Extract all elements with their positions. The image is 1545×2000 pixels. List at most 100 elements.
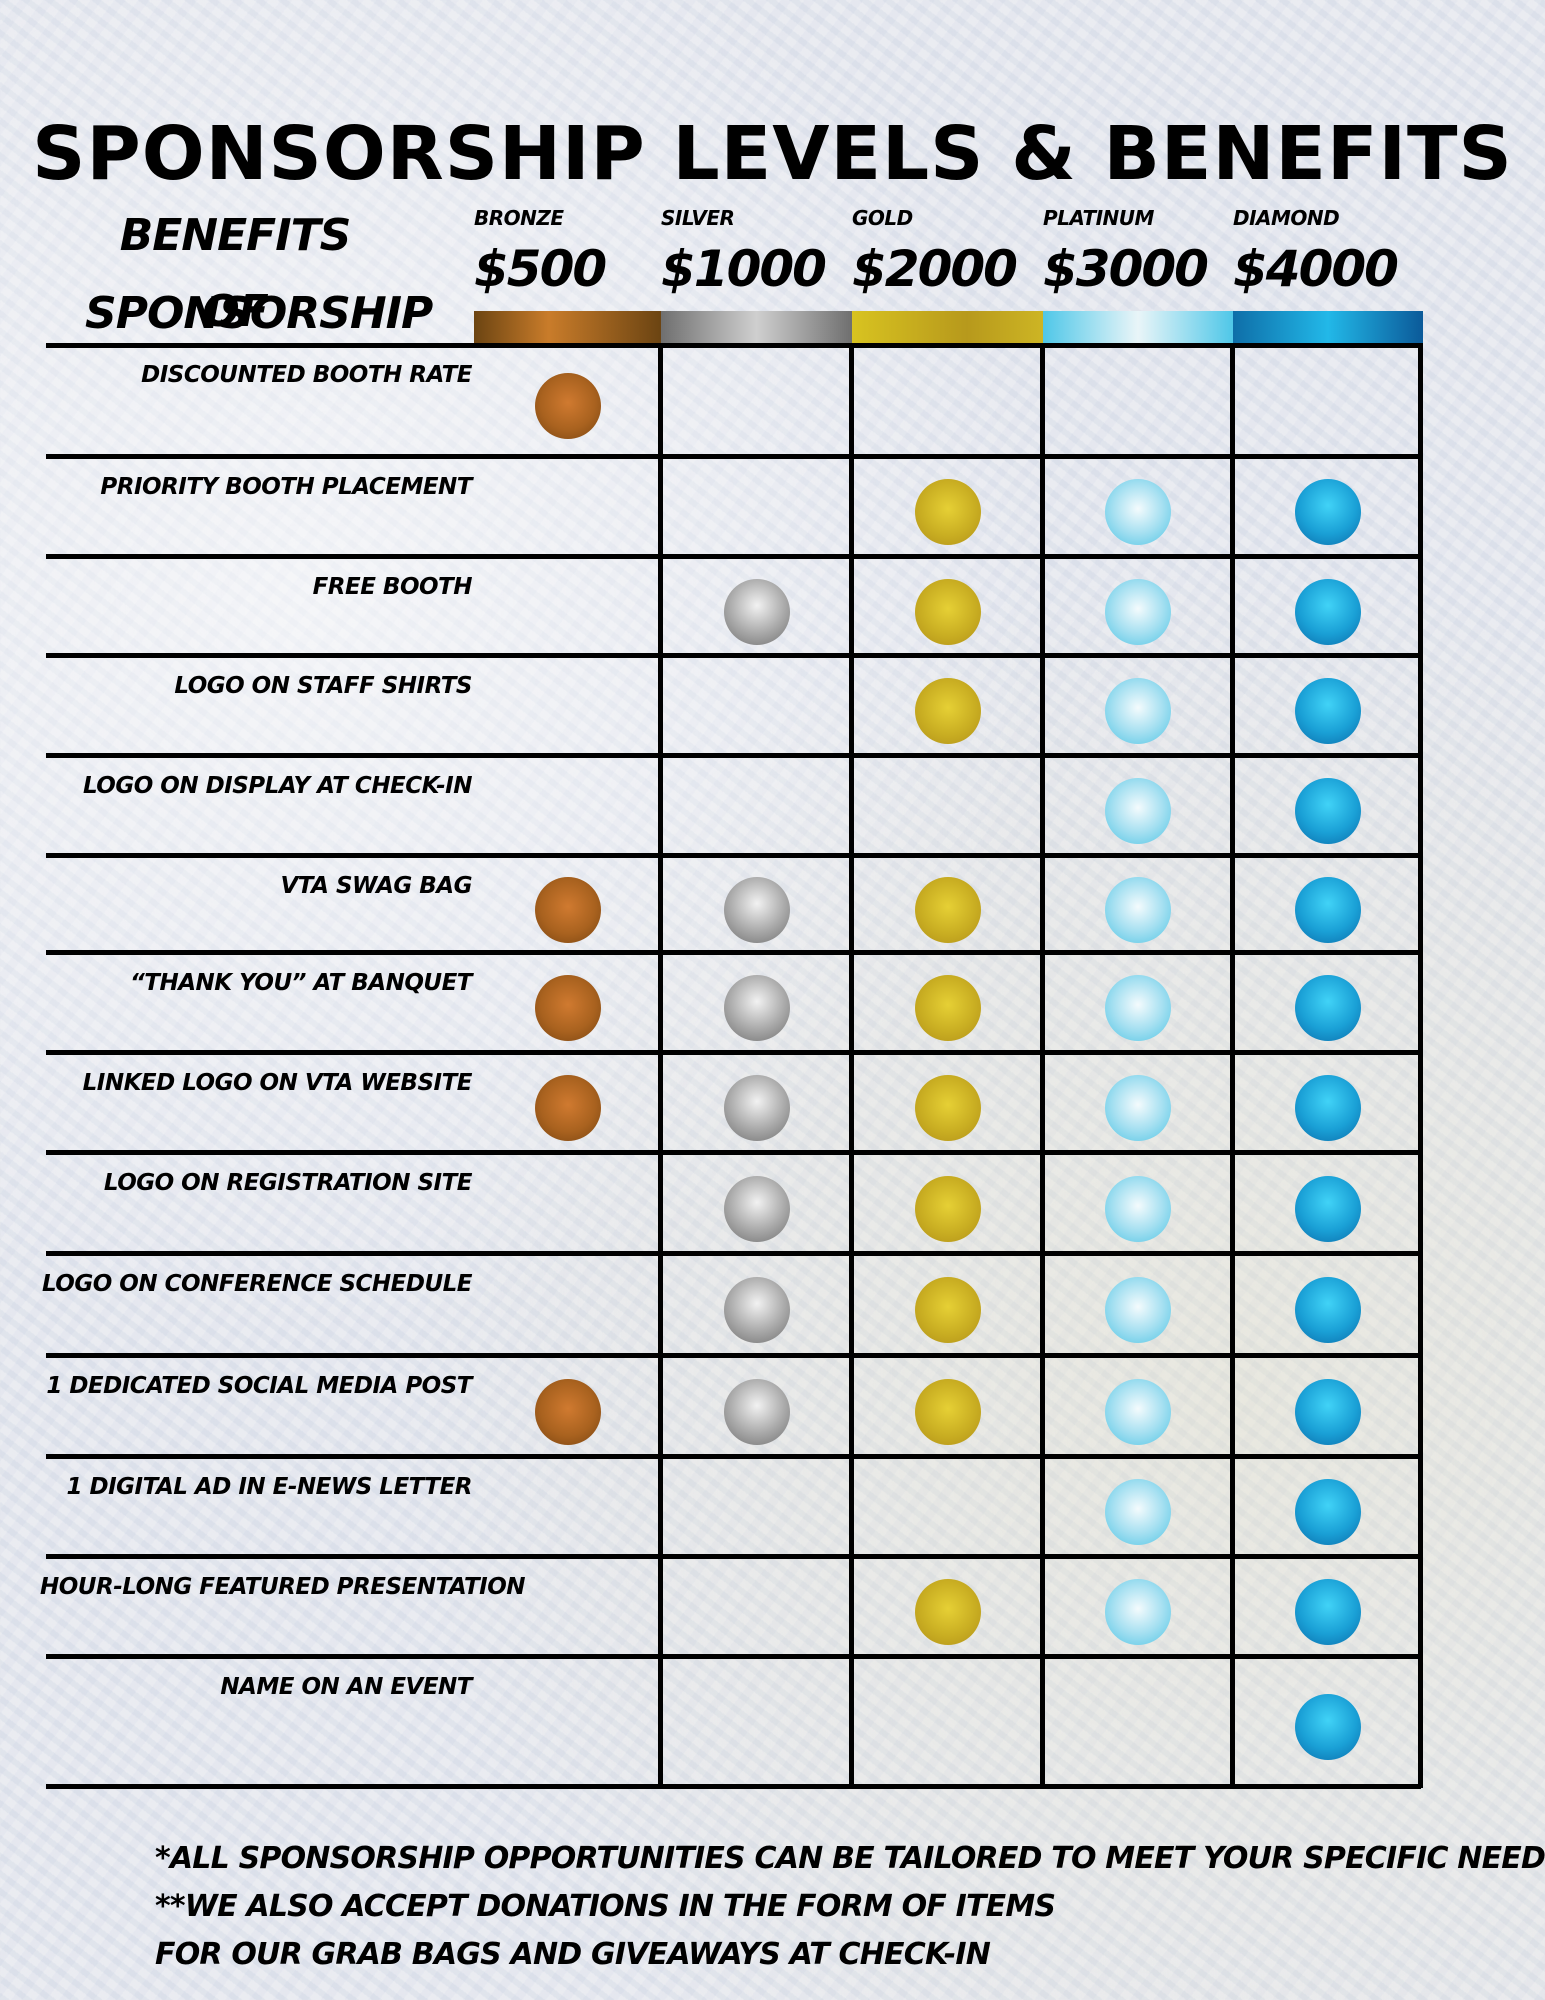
benefit-label: LINKED LOGO ON VTA WEBSITE — [82, 1070, 473, 1096]
included-dot-gold — [914, 578, 981, 645]
grid-row-divider — [46, 1554, 1421, 1559]
grid-row-divider — [46, 853, 1421, 858]
grid-column-divider — [658, 343, 663, 1788]
grid-row-divider — [46, 753, 1421, 758]
included-dot-gold — [914, 1277, 981, 1343]
benefit-label: 1 DEDICATED SOCIAL MEDIA POST — [46, 1373, 472, 1399]
benefit-label: LOGO ON DISPLAY AT CHECK-IN — [82, 773, 473, 799]
included-dot-gold — [914, 1075, 981, 1141]
benefit-label: LOGO ON STAFF SHIRTS — [174, 673, 472, 699]
included-dot-diamond — [1295, 778, 1361, 844]
grid-column-divider — [1040, 343, 1045, 1788]
included-dot-gold — [914, 975, 981, 1041]
included-dot-platinum — [1105, 479, 1171, 545]
level-name-diamond: DIAMOND — [1233, 206, 1340, 230]
included-dot-platinum — [1105, 1277, 1171, 1343]
included-dot-platinum — [1105, 578, 1171, 645]
included-dot-diamond — [1295, 678, 1361, 744]
level-name-bronze: BRONZE — [474, 206, 564, 230]
included-dot-platinum — [1105, 778, 1171, 844]
benefit-label: HOUR-LONG FEATURED PRESENTATION — [40, 1574, 526, 1600]
included-dot-diamond — [1295, 1579, 1361, 1645]
benefit-label: LOGO ON REGISTRATION SITE — [103, 1170, 473, 1196]
included-dot-silver — [723, 1277, 790, 1343]
benefit-label: NAME ON AN EVENT — [220, 1674, 472, 1700]
included-dot-gold — [914, 678, 981, 744]
included-dot-gold — [914, 1579, 981, 1645]
grid-row-divider — [46, 454, 1421, 459]
level-color-bar-platinum — [1043, 311, 1233, 343]
included-dot-silver — [723, 975, 790, 1041]
level-color-bar-diamond — [1233, 311, 1423, 343]
included-dot-silver — [723, 578, 790, 645]
benefit-label: VTA SWAG BAG — [280, 873, 472, 899]
grid-row-divider — [46, 1454, 1421, 1459]
included-dot-platinum — [1105, 876, 1171, 943]
grid-row-divider — [46, 1353, 1421, 1358]
included-dot-silver — [723, 876, 790, 943]
benefit-label: “THANK YOU” AT BANQUET — [129, 970, 473, 996]
footnote: FOR OUR GRAB BAGS AND GIVEAWAYS AT CHECK… — [155, 1937, 991, 1972]
grid-row-divider — [46, 950, 1421, 955]
included-dot-diamond — [1295, 1277, 1361, 1343]
level-price-diamond: $4000 — [1233, 240, 1399, 298]
included-dot-silver — [723, 1378, 790, 1445]
level-name-silver: SILVER — [661, 206, 735, 230]
grid-row-divider — [46, 1784, 1421, 1789]
grid-column-divider — [1230, 343, 1235, 1788]
benefit-label: PRIORITY BOOTH PLACEMENT — [100, 474, 472, 500]
level-color-bar-silver — [661, 311, 852, 343]
level-price-bronze: $500 — [474, 240, 607, 298]
included-dot-diamond — [1295, 876, 1361, 943]
grid-row-divider — [46, 1050, 1421, 1055]
included-dot-bronze — [534, 876, 601, 943]
included-dot-diamond — [1295, 479, 1361, 545]
benefit-label: LOGO ON CONFERENCE SCHEDULE — [41, 1271, 473, 1297]
included-dot-gold — [914, 876, 981, 943]
level-price-silver: $1000 — [661, 240, 827, 298]
grid-row-divider — [46, 1150, 1421, 1155]
level-color-bar-gold — [852, 311, 1043, 343]
included-dot-bronze — [534, 975, 601, 1041]
benefits-header-line1: BENEFITS OF — [119, 210, 352, 337]
included-dot-diamond — [1295, 1694, 1361, 1760]
included-dot-gold — [914, 479, 981, 545]
grid-column-divider — [849, 343, 854, 1788]
grid-row-divider — [46, 1654, 1421, 1659]
included-dot-diamond — [1295, 1075, 1361, 1141]
grid-column-divider — [1418, 343, 1423, 1788]
included-dot-bronze — [534, 1378, 601, 1445]
included-dot-diamond — [1295, 1378, 1361, 1445]
included-dot-diamond — [1295, 1479, 1361, 1545]
included-dot-platinum — [1105, 1479, 1171, 1545]
level-color-bar-bronze — [474, 311, 661, 343]
level-price-gold: $2000 — [852, 240, 1018, 298]
included-dot-silver — [723, 1175, 790, 1242]
footnote: **WE ALSO ACCEPT DONATIONS IN THE FORM O… — [155, 1889, 1056, 1924]
included-dot-platinum — [1105, 1175, 1171, 1242]
benefit-label: DISCOUNTED BOOTH RATE — [141, 362, 472, 388]
grid-row-divider — [46, 343, 1421, 348]
grid-row-divider — [46, 653, 1421, 658]
included-dot-bronze — [534, 1075, 601, 1141]
benefits-header-line2: SPONSORSHIP — [85, 288, 433, 339]
included-dot-bronze — [534, 373, 601, 439]
included-dot-diamond — [1295, 578, 1361, 645]
page-title: SPONSORSHIP LEVELS & BENEFITS — [32, 111, 1513, 197]
grid-row-divider — [46, 1251, 1421, 1256]
level-name-platinum: PLATINUM — [1043, 206, 1154, 230]
included-dot-platinum — [1105, 1579, 1171, 1645]
included-dot-gold — [914, 1378, 981, 1445]
included-dot-gold — [914, 1175, 981, 1242]
benefit-label: FREE BOOTH — [312, 574, 473, 600]
level-name-gold: GOLD — [852, 206, 913, 230]
included-dot-diamond — [1295, 975, 1361, 1041]
included-dot-silver — [723, 1075, 790, 1141]
included-dot-platinum — [1105, 975, 1171, 1041]
level-price-platinum: $3000 — [1043, 240, 1209, 298]
benefit-label: 1 DIGITAL AD IN E-NEWS LETTER — [66, 1474, 472, 1500]
included-dot-diamond — [1295, 1175, 1361, 1242]
included-dot-platinum — [1105, 1378, 1171, 1445]
included-dot-platinum — [1105, 1075, 1171, 1141]
grid-row-divider — [46, 554, 1421, 559]
